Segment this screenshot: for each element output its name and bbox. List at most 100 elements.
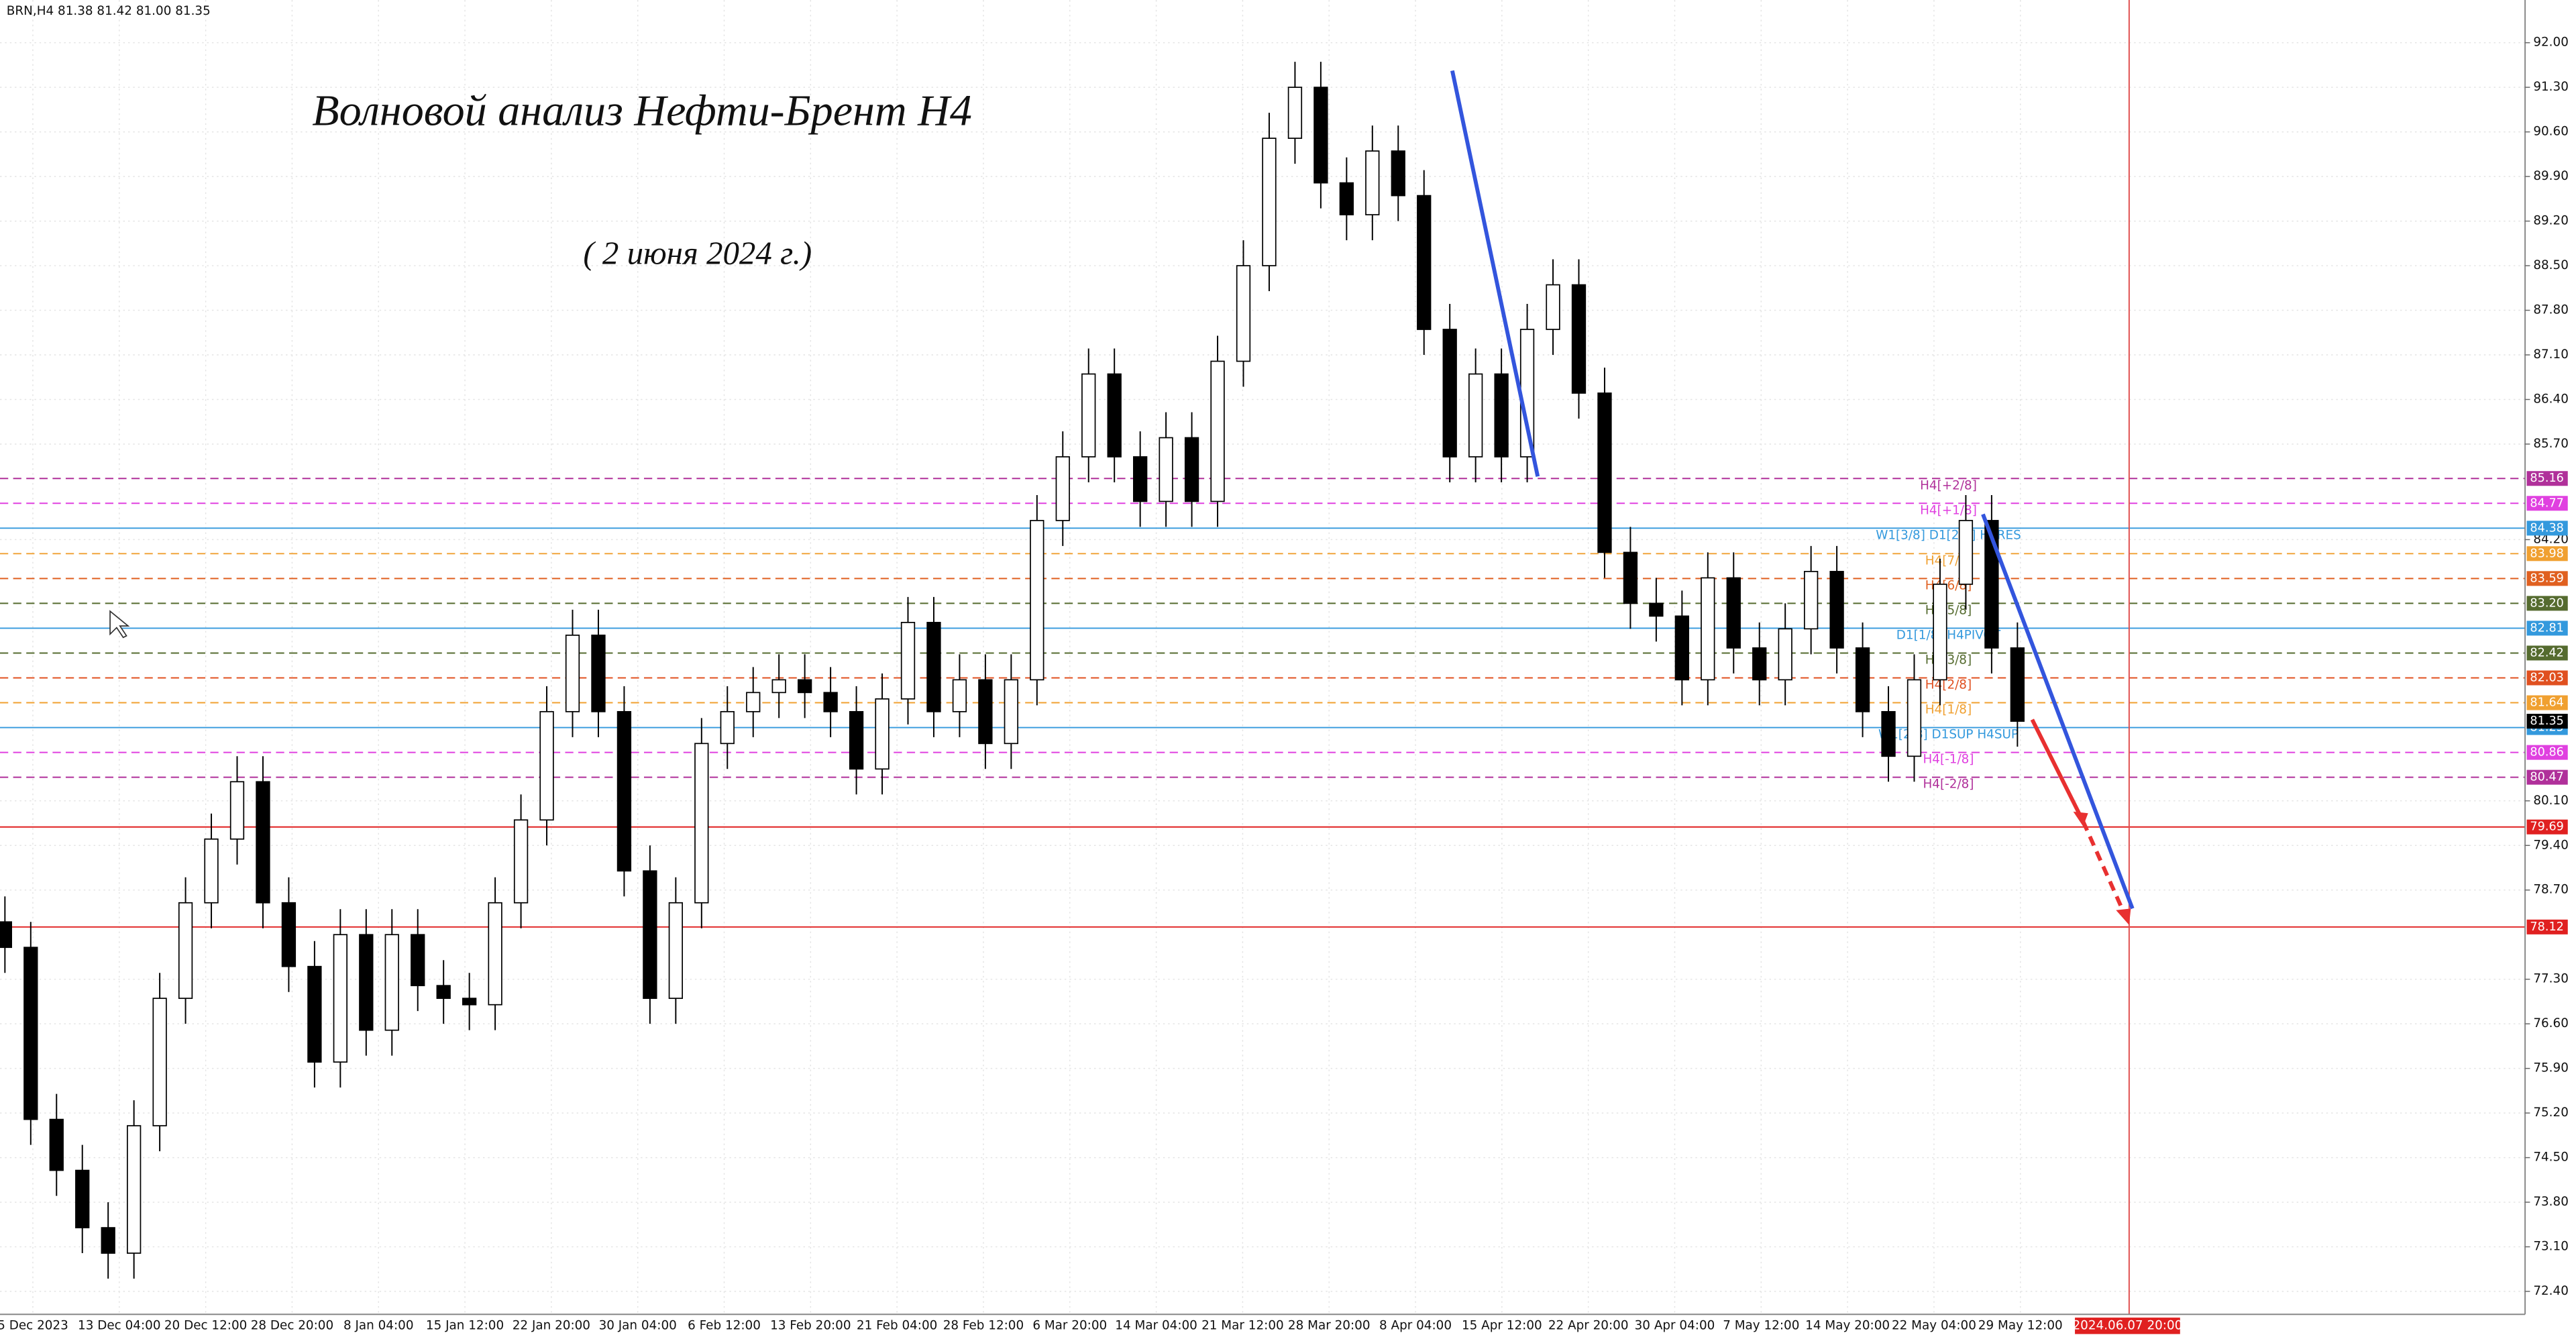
- y-tick-label: 92.00: [2533, 36, 2569, 50]
- price-box: [2526, 819, 2568, 835]
- x-tick-label: 22 May 04:00: [1892, 1318, 1976, 1332]
- y-tick-label: 86.40: [2533, 392, 2569, 406]
- candle-body: [462, 998, 477, 1006]
- y-tick-label: 72.40: [2533, 1284, 2569, 1298]
- x-tick-label: 29 May 12:00: [1978, 1318, 2063, 1332]
- price-label: 84.77: [2530, 496, 2563, 510]
- arrow-head: [2116, 908, 2131, 925]
- price-label: 78.12: [2530, 920, 2563, 934]
- candle-body: [1933, 584, 1947, 681]
- level-name: H4[-2/8]: [1923, 778, 1974, 792]
- candle-body: [1907, 679, 1922, 757]
- candle-body: [1881, 710, 1896, 757]
- price-label: 80.86: [2530, 746, 2563, 759]
- trend-line: [1450, 70, 1540, 477]
- y-tick-label: 90.60: [2533, 125, 2569, 139]
- y-tick-label: 74.50: [2533, 1150, 2569, 1165]
- price-box: [2526, 496, 2568, 511]
- price-label: 84.38: [2530, 521, 2563, 535]
- candles: [0, 62, 2025, 1279]
- candle-body: [204, 838, 219, 904]
- candle-body: [539, 710, 554, 821]
- x-tick-label: 15 Apr 12:00: [1462, 1318, 1542, 1332]
- last-price-label: 81.35: [2530, 714, 2563, 728]
- candle-body: [1468, 373, 1483, 458]
- candle-body: [720, 710, 735, 745]
- price-label: 85.16: [2530, 472, 2563, 485]
- y-tick-label: 85.70: [2533, 437, 2569, 451]
- candle-body: [1262, 138, 1277, 266]
- x-tick-label: 21 Mar 12:00: [1201, 1318, 1284, 1332]
- candle-body: [1623, 551, 1638, 604]
- y-tick-label: 73.80: [2533, 1195, 2569, 1209]
- level-name: H4[1/8]: [1925, 703, 1972, 717]
- candle-body: [978, 679, 993, 745]
- candle-body: [307, 965, 322, 1063]
- candle-body: [0, 921, 12, 949]
- level-name: H4[5/8]: [1925, 603, 1972, 617]
- candle-body: [229, 781, 245, 840]
- price-label: 83.98: [2530, 547, 2563, 560]
- forecast-arrow: [2030, 718, 2085, 822]
- candle-body: [1571, 284, 1587, 394]
- header: BRN,H4 81.38 81.42 81.00 81.35: [7, 4, 211, 18]
- y-tick-label: 89.90: [2533, 169, 2569, 183]
- candle-body: [1391, 150, 1405, 197]
- candle-body: [1855, 647, 1870, 712]
- candle-body: [75, 1169, 90, 1228]
- price-box: [2526, 621, 2568, 636]
- candle-body: [23, 947, 38, 1120]
- candle-body: [849, 710, 864, 770]
- x-tick-label: 22 Jan 20:00: [513, 1318, 590, 1332]
- y-tick-label: 76.60: [2533, 1016, 2569, 1030]
- x-tick-label: 30 Apr 04:00: [1635, 1318, 1715, 1332]
- candle-body: [1726, 577, 1741, 649]
- candle-body: [49, 1118, 64, 1171]
- y-tick-label: 75.20: [2533, 1106, 2569, 1120]
- candle-body: [1417, 195, 1432, 330]
- price-box: [2526, 645, 2568, 661]
- y-tick-label: 91.30: [2533, 80, 2569, 94]
- candle-body: [1055, 456, 1070, 521]
- price-label: 82.42: [2530, 646, 2563, 659]
- x-tick-label: 28 Dec 20:00: [251, 1318, 333, 1332]
- last-price-box: [2526, 714, 2568, 729]
- candle-body: [333, 934, 348, 1063]
- candle-body: [1004, 679, 1018, 745]
- candle-body: [1674, 615, 1689, 681]
- price-box: [2526, 571, 2568, 586]
- candle-body: [591, 635, 606, 712]
- price-label: 82.81: [2530, 621, 2563, 635]
- candle-body: [1804, 571, 1819, 630]
- candle-body: [1236, 265, 1251, 362]
- candle-body: [823, 692, 838, 712]
- candle-body: [101, 1227, 115, 1254]
- price-box: [2526, 471, 2568, 486]
- candle-body: [1184, 437, 1199, 502]
- trend-line: [1981, 513, 2135, 910]
- level-name: W1[3/8] D1[2/8] H4RES: [1876, 528, 2021, 542]
- level-name: H4[+1/8]: [1920, 503, 1977, 517]
- level-name: D1[1/8] H4PIVOT: [1896, 628, 2001, 642]
- candle-body: [152, 998, 167, 1126]
- axis-labels: 72.40 73.10 73.80 74.50 75.20 75.90 76.60 77.30…: [0, 36, 2569, 1334]
- candle-body: [1649, 602, 1664, 617]
- x-tick-label: 15 Jan 12:00: [426, 1318, 504, 1332]
- candle-body: [900, 622, 916, 700]
- price-label: 80.47: [2530, 771, 2563, 784]
- candle-body: [616, 710, 632, 872]
- candle-body: [127, 1125, 142, 1254]
- candle-body: [1030, 520, 1044, 681]
- candle-body: [256, 781, 270, 904]
- price-label: 83.20: [2530, 596, 2563, 610]
- candle-body: [771, 679, 786, 694]
- candle-body: [1159, 437, 1173, 502]
- candle-body: [1778, 628, 1792, 681]
- candle-body: [1958, 520, 1974, 585]
- y-tick-label: 89.20: [2533, 214, 2569, 228]
- price-label: 79.69: [2530, 820, 2563, 834]
- candle-body: [643, 870, 657, 1000]
- candle-body: [513, 819, 529, 904]
- level-name: W1[2/8] D1SUP H4SUP: [1878, 728, 2019, 742]
